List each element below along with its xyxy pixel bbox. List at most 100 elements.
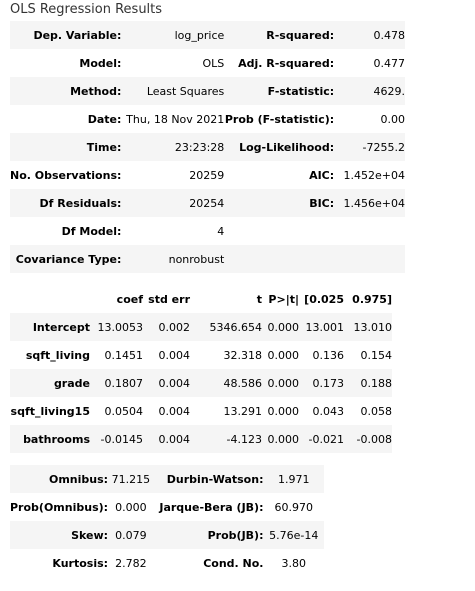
diagnostics-row: Prob(Omnibus): 0.000 Jarque-Bera (JB): 60.9…	[10, 493, 324, 521]
coef-column-header: std err	[148, 292, 190, 306]
coef-column-header: coef	[116, 292, 143, 306]
coef-cell: 5346.654	[190, 313, 262, 341]
summary-stat-label	[224, 217, 334, 245]
coef-variable-name: bathrooms	[10, 425, 90, 453]
summary-stat-value: 1.452e+04	[343, 168, 405, 182]
results-title: OLS Regression Results	[10, 2, 163, 17]
coef-row: bathrooms -0.0145 0.004 -4.123 0.000 -0.021 -0…	[10, 425, 392, 453]
diagnostic-value: 0.000	[115, 500, 147, 514]
coef-cell: 0.058	[360, 404, 393, 418]
summary-value: Least Squares	[121, 77, 225, 105]
diagnostic-value: 0.079	[108, 521, 154, 549]
coef-variable-name: Intercept	[10, 313, 90, 341]
coef-row: grade 0.1807 0.004 48.586 0.000 0.173 0.188	[10, 369, 392, 397]
summary-stat-value: -7255.2	[334, 133, 405, 161]
coef-cell: 0.004	[143, 425, 190, 453]
coef-cell: 48.586	[190, 369, 262, 397]
diagnostics-table: Omnibus: 71.215 Durbin-Watson: 1.971 Prob(Om…	[10, 465, 324, 577]
coef-column-header: P>|t|	[268, 292, 299, 306]
coef-variable-name: sqft_living	[25, 348, 90, 362]
summary-value: Thu, 18 Nov 2021	[126, 112, 225, 126]
coef-row: sqft_living15 0.0504 0.004 13.291 0.000 0.043…	[10, 397, 392, 425]
coef-column-header	[10, 285, 90, 313]
diagnostic-stat-value: 5.76e-14	[263, 521, 324, 549]
summary-stat-label: Log-Likelihood:	[224, 133, 335, 161]
summary-stat-value	[334, 245, 405, 273]
diagnostics-row: Skew: 0.079 Prob(JB): 5.76e-14	[10, 521, 324, 549]
summary-row: Date: Thu, 18 Nov 2021 Prob (F-statistic):…	[10, 105, 405, 133]
summary-row: Covariance Type: nonrobust	[10, 245, 405, 273]
coefficients-header-row: coef std err t P>|t| [0.025 0.975]	[10, 285, 392, 313]
coef-cell: 0.002	[143, 313, 190, 341]
diagnostic-stat-label: Cond. No.	[203, 556, 264, 570]
summary-row: No. Observations: 20259 AIC: 1.452e+04	[10, 161, 405, 189]
summary-stat-label: BIC:	[224, 189, 335, 217]
summary-stat-value	[334, 217, 405, 245]
summary-value: 20259	[189, 168, 225, 182]
coef-cell: 13.010	[344, 313, 392, 341]
summary-value: 4	[217, 224, 225, 238]
coef-cell: 0.000	[262, 313, 299, 341]
coef-cell: 0.004	[158, 348, 191, 362]
coef-cell: -4.123	[190, 425, 262, 453]
coef-row: Intercept 13.0053 0.002 5346.654 0.000 13.001…	[10, 313, 392, 341]
summary-row: Df Model: 4	[10, 217, 405, 245]
summary-label: Model:	[79, 56, 122, 70]
model-summary-table: Dep. Variable: log_price R-squared: 0.478 Mo…	[10, 21, 405, 273]
summary-label: Covariance Type:	[10, 245, 122, 273]
summary-stat-label	[224, 245, 335, 273]
coef-cell: 0.000	[262, 369, 299, 397]
summary-value: log_price	[121, 21, 225, 49]
summary-stat-value: 0.00	[380, 112, 406, 126]
diagnostic-stat-label: Durbin-Watson:	[153, 465, 264, 493]
summary-stat-value: 0.478	[334, 21, 405, 49]
coef-cell: -0.008	[344, 425, 392, 453]
coef-cell: 0.000	[262, 425, 299, 453]
diagnostic-label: Prob(Omnibus):	[10, 500, 109, 514]
summary-stat-label: Prob (F-statistic):	[224, 112, 335, 126]
summary-row: Dep. Variable: log_price R-squared: 0.478	[10, 21, 405, 49]
summary-row: Df Residuals: 20254 BIC: 1.456e+04	[10, 189, 405, 217]
summary-label: No. Observations:	[10, 168, 122, 182]
summary-row: Time: 23:23:28 Log-Likelihood: -7255.2	[10, 133, 405, 161]
coef-column-header: t	[256, 292, 262, 306]
summary-stat-label: AIC:	[309, 168, 335, 182]
coef-cell: 0.136	[312, 348, 345, 362]
summary-value: 20254	[121, 189, 225, 217]
coef-cell: 13.291	[223, 404, 263, 418]
coef-cell: 0.000	[267, 348, 300, 362]
diagnostic-label: Kurtosis:	[52, 556, 109, 570]
summary-value: nonrobust	[121, 245, 225, 273]
summary-row: Model: OLS Adj. R-squared: 0.477	[10, 49, 405, 77]
coef-cell: -0.021	[299, 425, 344, 453]
summary-stat-value: 1.456e+04	[334, 189, 405, 217]
coef-cell: -0.0145	[90, 425, 143, 453]
diagnostic-stat-label: Jarque-Bera (JB):	[159, 500, 264, 514]
coef-cell: 13.0053	[90, 313, 143, 341]
coef-column-header: 0.975]	[352, 292, 392, 306]
summary-stat-label: R-squared:	[224, 21, 335, 49]
diagnostic-value: 71.215	[108, 465, 154, 493]
diagnostic-value: 2.782	[115, 556, 147, 570]
summary-label: Df Residuals:	[10, 189, 122, 217]
summary-label: Method:	[10, 77, 122, 105]
summary-stat-label: Adj. R-squared:	[238, 56, 335, 70]
diagnostics-row: Omnibus: 71.215 Durbin-Watson: 1.971	[10, 465, 324, 493]
diagnostic-stat-value: 1.971	[263, 465, 324, 493]
diagnostic-label: Omnibus:	[10, 465, 109, 493]
coef-cell: 0.173	[299, 369, 344, 397]
summary-stat-label: F-statistic:	[224, 77, 335, 105]
summary-label: Date:	[87, 112, 122, 126]
summary-label: Dep. Variable:	[10, 21, 122, 49]
summary-value: OLS	[202, 56, 225, 70]
coef-variable-name: sqft_living15	[10, 404, 90, 418]
diagnostic-stat-value: 3.80	[281, 556, 306, 570]
diagnostics-row: Kurtosis: 2.782 Cond. No. 3.80	[10, 549, 324, 577]
coef-cell: 0.004	[143, 369, 190, 397]
coef-cell: 0.188	[344, 369, 392, 397]
coef-row: sqft_living 0.1451 0.004 32.318 0.000 0.136 0.…	[10, 341, 392, 369]
coef-cell: 0.154	[360, 348, 393, 362]
coef-column-header: [0.025	[304, 292, 344, 306]
summary-label: Df Model:	[61, 224, 122, 238]
coef-cell: 0.004	[158, 404, 191, 418]
